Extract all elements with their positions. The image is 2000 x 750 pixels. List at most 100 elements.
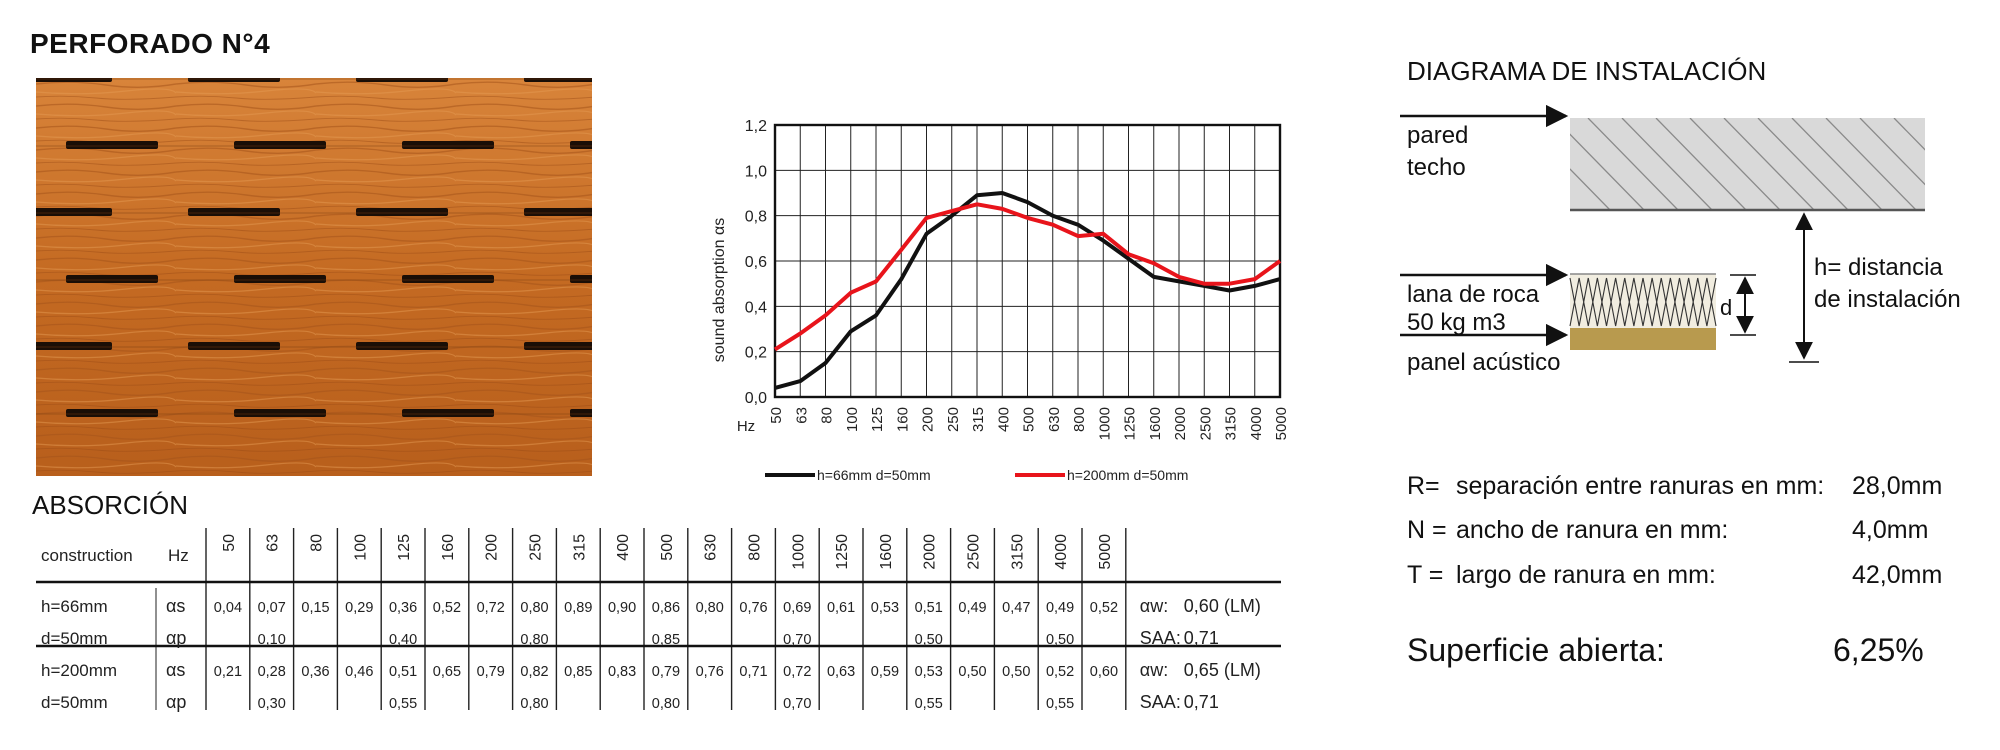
chart-x-tick-label: 4000 [1248, 407, 1265, 440]
table-cell: 0,80 [520, 632, 548, 648]
table-row-symbol: αp [166, 628, 186, 648]
chart-x-tick-label: 1600 [1147, 407, 1164, 440]
table-summary-value: 0,71 [1184, 692, 1219, 712]
table-cell: 0,85 [652, 632, 680, 648]
table-cell: 0,52 [433, 600, 461, 616]
wall-hatch [1570, 118, 1925, 212]
chart-series-line-1 [774, 191, 1281, 390]
label-wall: pared [1407, 122, 1469, 149]
table-cell: 0,10 [258, 632, 286, 648]
spec-t-key: T = [1407, 561, 1444, 589]
label-rockwool-density: 50 kg m3 [1407, 309, 1506, 336]
chart-legend-label: h=200mm d=50mm [1067, 467, 1188, 483]
table-header-frequency: 400 [615, 534, 632, 561]
chart-x-tick-label: 400 [995, 407, 1012, 432]
table-row-symbol: αs [166, 596, 185, 616]
chart-x-tick-label: 3150 [1223, 407, 1240, 440]
chart-x-tick-label: 1000 [1096, 407, 1113, 440]
wood-slot [570, 275, 592, 283]
chart-x-tick-label: 800 [1071, 407, 1088, 432]
table-cell: 0,28 [258, 664, 286, 680]
chart-x-tick-label: 250 [945, 407, 962, 432]
table-header-construction: construction [41, 546, 133, 565]
wood-slot [356, 78, 448, 82]
label-ceiling: techo [1407, 154, 1466, 181]
wood-slot [36, 208, 112, 216]
table-cell: 0,30 [258, 696, 286, 712]
table-cell: 0,50 [1002, 664, 1030, 680]
installation-diagram: d [1400, 104, 1925, 363]
table-cell: 0,46 [345, 664, 373, 680]
chart-x-tick-label: 500 [1021, 407, 1038, 432]
wood-slot [234, 141, 326, 149]
chart-y-tick-label: 0,4 [745, 299, 767, 316]
absorption-chart: 0,0 0,2 0,4 0,6 0,8 1,0 1,2 50 63 80 100 125 160 200… [711, 118, 1290, 483]
table-summary-key: αw: [1140, 596, 1168, 616]
table-cell: 0,82 [520, 664, 548, 680]
table-cell: 0,70 [783, 632, 811, 648]
table-cell: 0,63 [827, 664, 855, 680]
table-header-frequency: 1250 [834, 534, 851, 570]
wood-slot [66, 275, 158, 283]
chart-y-axis-label: sound absorption αs [711, 218, 728, 362]
table-row-construction: h=66mm [41, 597, 108, 616]
d-dimension [1730, 274, 1756, 336]
table-cell: 0,55 [915, 696, 943, 712]
table-header-frequency: 125 [396, 534, 413, 561]
chart-y-tick-label: 0,6 [745, 254, 767, 271]
table-header-frequency: 160 [440, 534, 457, 561]
table-row-symbol: αs [166, 660, 185, 680]
table-cell: 0,76 [739, 600, 767, 616]
chart-x-tick-label: 5000 [1273, 407, 1290, 440]
installation-title: DIAGRAMA DE INSTALACIÓN [1407, 56, 1767, 86]
table-header-frequency: 1600 [878, 534, 895, 570]
table-header-frequency: 315 [571, 534, 588, 561]
wood-slot [188, 78, 280, 82]
table-cell: 0,80 [520, 600, 548, 616]
table-cell: 0,80 [520, 696, 548, 712]
table-cell: 0,07 [258, 600, 286, 616]
d-label: d [1720, 295, 1732, 320]
chart-x-tick-label: 200 [920, 407, 937, 432]
table-header-frequency: 1000 [790, 534, 807, 570]
wood-slot [188, 208, 280, 216]
table-cell: 0,80 [652, 696, 680, 712]
table-header-frequency: 2000 [922, 534, 939, 570]
wood-slot [356, 208, 448, 216]
table-header-frequency: 200 [484, 534, 501, 561]
chart-x-tick-label: 2000 [1172, 407, 1189, 440]
table-cell: 0,72 [477, 600, 505, 616]
table-cell: 0,51 [915, 600, 943, 616]
acoustic-panel-layer [1570, 328, 1716, 350]
chart-x-tick-label: 63 [793, 407, 810, 424]
table-cell: 0,85 [564, 664, 592, 680]
chart-y-tick-label: 0,2 [745, 345, 767, 362]
spec-r-value: 28,0mm [1852, 472, 1943, 500]
table-cell: 0,55 [389, 696, 417, 712]
table-header-frequency: 250 [528, 534, 545, 561]
wood-slot [188, 342, 280, 350]
table-cell: 0,49 [958, 600, 986, 616]
chart-legend-label: h=66mm d=50mm [817, 467, 931, 483]
table-summary-value: 0,65 (LM) [1184, 660, 1261, 680]
wood-slot [524, 208, 592, 216]
wood-slot [234, 409, 326, 417]
label-h-distance: h= distancia [1814, 254, 1943, 281]
table-cell: 0,52 [1090, 600, 1118, 616]
table-cell: 0,65 [433, 664, 461, 680]
page-title: PERFORADO N°4 [30, 28, 271, 59]
table-cell: 0,36 [389, 600, 417, 616]
table-header-frequency: 500 [659, 534, 676, 561]
table-header-frequency: 3150 [1009, 534, 1026, 570]
spec-n-desc: ancho de ranura en mm: [1456, 516, 1729, 544]
table-cell: 0,61 [827, 600, 855, 616]
spec-n-value: 4,0mm [1852, 516, 1929, 544]
wood-slot [570, 409, 592, 417]
wood-slot [36, 78, 112, 82]
label-h-installation: de instalación [1814, 286, 1961, 313]
table-summary-value: 0,71 [1184, 628, 1219, 648]
spec-r-desc: separación entre ranuras en mm: [1456, 472, 1825, 500]
wood-slot [66, 141, 158, 149]
table-cell: 0,47 [1002, 600, 1030, 616]
table-header-frequency: 63 [265, 534, 282, 552]
